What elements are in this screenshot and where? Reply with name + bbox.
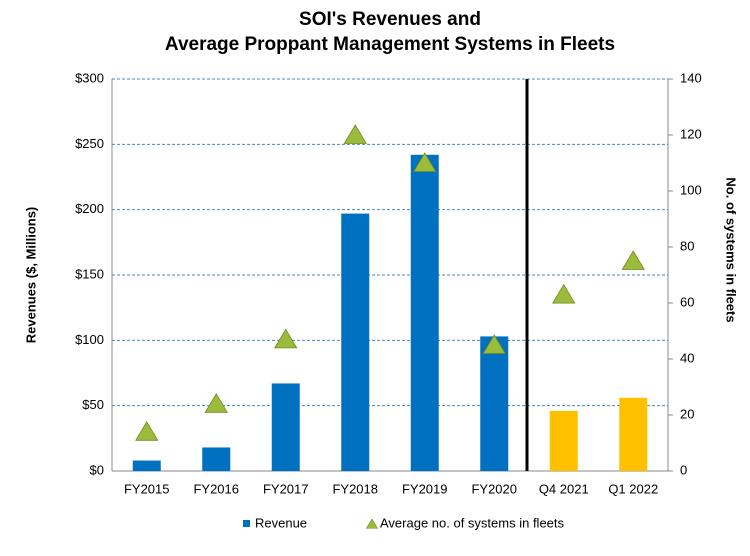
y2-tick-label: 140 <box>680 70 702 85</box>
y2-tick-label: 20 <box>680 406 694 421</box>
y2-axis-title: No. of systems in fleets <box>724 177 739 322</box>
y-tick-label: $250 <box>75 136 104 151</box>
chart-subtitle: Average Proppant Management Systems in F… <box>165 34 615 55</box>
bar <box>341 213 370 471</box>
y2-tick-label: 80 <box>680 238 694 253</box>
x-tick-label: FY2018 <box>332 481 378 496</box>
marker <box>413 152 437 172</box>
y2-tick-label: 100 <box>680 182 702 197</box>
marker <box>135 421 159 441</box>
y-axis-title: Revenues ($, Millions) <box>23 207 38 344</box>
y2-tick-label: 40 <box>680 350 694 365</box>
x-tick-label: FY2020 <box>471 481 517 496</box>
bar <box>202 447 231 471</box>
y-tick-label: $300 <box>75 70 104 85</box>
bar <box>132 460 161 471</box>
y2-tick-label: 0 <box>680 462 687 477</box>
marker <box>274 328 298 349</box>
y2-tick-label: 60 <box>680 294 694 309</box>
y2-tick-label: 120 <box>680 126 702 141</box>
legend-swatch <box>243 520 250 527</box>
chart-title: SOI's Revenues and <box>299 9 481 30</box>
y-tick-label: $0 <box>90 462 104 477</box>
legend-label: Revenue <box>255 515 307 530</box>
x-tick-label: FY2016 <box>193 481 239 496</box>
x-tick-label: Q4 2021 <box>539 481 589 496</box>
y-tick-label: $150 <box>75 266 104 281</box>
y-tick-label: $200 <box>75 201 104 216</box>
legend-label: Average no. of systems in fleets <box>380 515 565 530</box>
bar <box>271 383 300 471</box>
marker <box>552 283 576 304</box>
legend-swatch <box>365 518 379 529</box>
marker <box>204 393 228 413</box>
bar <box>410 154 439 471</box>
x-tick-label: FY2019 <box>402 481 448 496</box>
marker <box>621 250 645 270</box>
x-tick-label: FY2015 <box>124 481 170 496</box>
x-tick-label: FY2017 <box>263 481 309 496</box>
marker <box>482 334 506 354</box>
marker <box>343 124 367 144</box>
y-tick-label: $50 <box>82 397 104 412</box>
x-tick-label: Q1 2022 <box>608 481 658 496</box>
y-tick-label: $100 <box>75 332 104 347</box>
bar <box>619 397 648 471</box>
bar <box>480 336 509 471</box>
bar <box>549 410 578 471</box>
